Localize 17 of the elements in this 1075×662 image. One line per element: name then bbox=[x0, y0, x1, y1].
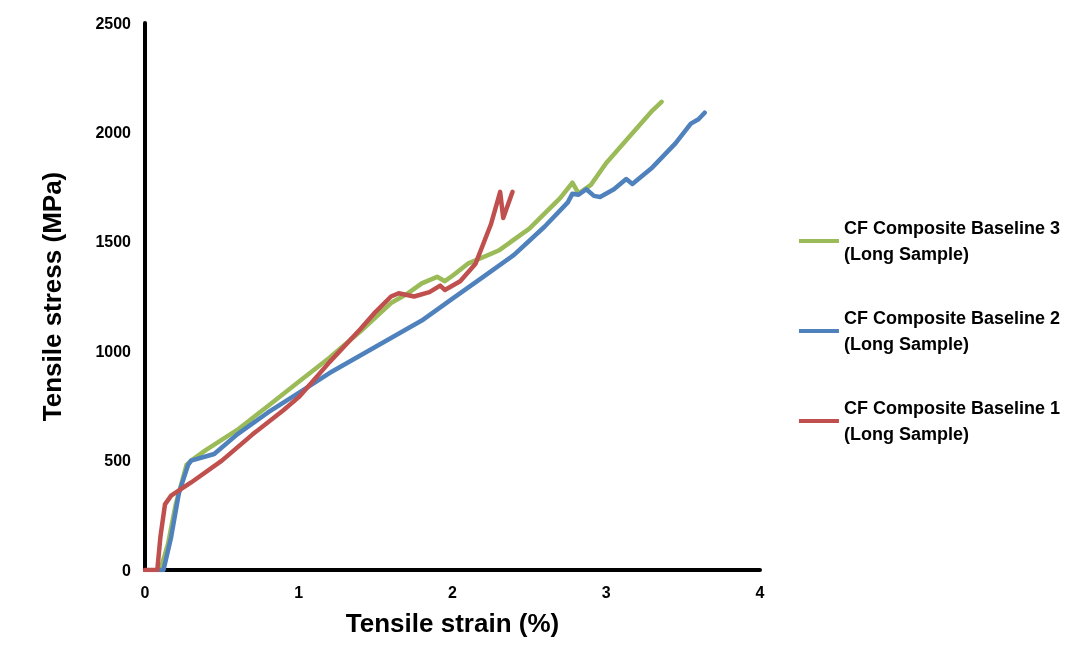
x-tick-label: 0 bbox=[140, 583, 150, 601]
line-series bbox=[142, 189, 515, 573]
y-tick-label: 500 bbox=[104, 452, 132, 470]
y-tick-label: 1000 bbox=[95, 342, 132, 360]
x-tick-label: 3 bbox=[601, 583, 611, 601]
x-axis-title: Tensile strain (%) bbox=[345, 608, 560, 638]
y-tick-label: 0 bbox=[122, 561, 132, 579]
y-tick-label: 2000 bbox=[95, 123, 132, 141]
legend-label: CF Composite Baseline 3 (Long Sample) bbox=[843, 218, 1061, 264]
x-tick-label: 1 bbox=[294, 583, 304, 601]
y-axis-title: Tensile stress (MPa) bbox=[37, 171, 67, 422]
y-tick-label: 2500 bbox=[95, 14, 132, 32]
y-tick-label: 1500 bbox=[95, 233, 132, 251]
legend-label: CF Composite Baseline 1 (Long Sample) bbox=[843, 398, 1061, 444]
x-tick-label: 2 bbox=[448, 583, 458, 601]
legend-label: CF Composite Baseline 2 (Long Sample) bbox=[843, 308, 1061, 354]
x-tick-label: 4 bbox=[755, 583, 765, 601]
